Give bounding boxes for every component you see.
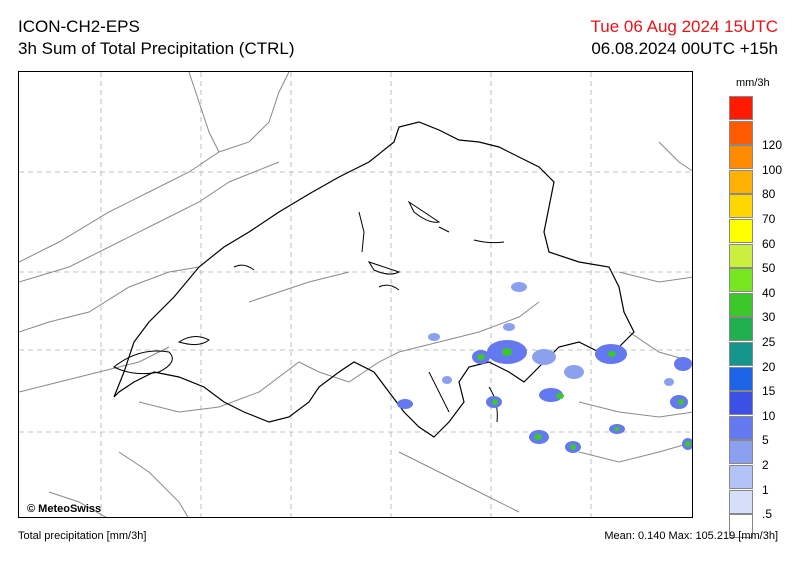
legend-swatch: [729, 366, 753, 391]
regional-borders: [19, 72, 692, 517]
legend-label: 30: [762, 310, 776, 325]
legend-swatch: [729, 489, 753, 514]
legend-label: 10: [762, 408, 776, 423]
legend-unit: mm/3h: [736, 77, 770, 89]
legend-swatch: [729, 465, 753, 489]
precipitation-field: [397, 282, 692, 453]
legend-label: 20: [762, 359, 776, 374]
legend-label: 60: [762, 236, 776, 251]
title-block: ICON-CH2-EPS 3h Sum of Total Precipitati…: [18, 16, 295, 60]
legend-swatch: [729, 268, 753, 293]
legend-label: 100: [762, 162, 783, 177]
product-name: 3h Sum of Total Precipitation (CTRL): [18, 39, 295, 58]
legend-label: 15: [762, 384, 776, 399]
legend-label: 25: [762, 335, 776, 349]
legend-swatch: [729, 96, 753, 120]
model-name: ICON-CH2-EPS: [18, 17, 140, 36]
map-canvas: © MeteoSwiss: [19, 72, 692, 517]
legend-swatch: [729, 120, 753, 145]
legend-label: .5: [762, 507, 773, 522]
valid-time: Tue 06 Aug 2024 15UTC: [590, 17, 778, 36]
legend-swatch: [729, 342, 753, 366]
legend-label: 1: [762, 482, 769, 497]
lakes: [113, 200, 505, 423]
legend-swatch: [729, 292, 753, 317]
legend-swatch: [729, 219, 753, 243]
copyright-text: © MeteoSwiss: [27, 503, 101, 515]
legend-swatch: [729, 415, 753, 440]
footer-variable: Total precipitation [mm/3h]: [18, 530, 147, 542]
legend-swatch: [729, 391, 753, 416]
legend-label: 2: [762, 458, 769, 472]
legend-label: 50: [762, 261, 776, 276]
legend-swatch: [729, 514, 753, 539]
legend-swatch: [729, 169, 753, 194]
graticule: [19, 72, 692, 517]
legend-label: 40: [762, 285, 776, 300]
legend-label: 5: [762, 433, 769, 448]
run-time: 06.08.2024 00UTC +15h: [591, 39, 778, 58]
precipitation-map: © MeteoSwiss: [18, 71, 693, 518]
legend-label: 80: [762, 187, 776, 202]
footer-stats: Mean: 0.140 Max: 105.219 [mm/3h]: [604, 530, 778, 542]
legend-swatch: [729, 145, 753, 170]
legend-label: 70: [762, 212, 776, 226]
legend-label: 120: [762, 138, 783, 153]
legend-swatch: [729, 194, 753, 219]
legend-swatch: [729, 243, 753, 268]
legend-swatch: [729, 317, 753, 342]
time-block: Tue 06 Aug 2024 15UTC 06.08.2024 00UTC +…: [591, 16, 778, 60]
legend-swatch: [729, 440, 753, 465]
